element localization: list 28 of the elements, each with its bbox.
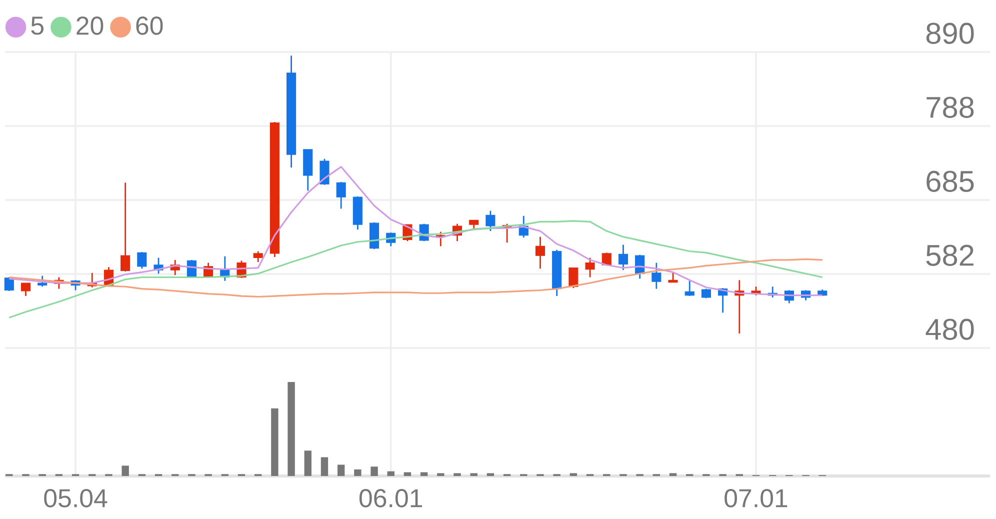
y-tick-label: 788 <box>926 96 974 118</box>
bar <box>320 457 328 476</box>
legend-label: 60 <box>136 16 163 35</box>
bar <box>288 382 295 476</box>
bar <box>304 450 312 476</box>
y-tick-label: 890 <box>926 22 974 44</box>
legend-label: 20 <box>76 16 104 35</box>
bar <box>470 473 478 476</box>
y-tick-label: 582 <box>926 244 974 266</box>
bar <box>454 473 461 476</box>
bar <box>271 408 278 476</box>
bar <box>354 469 362 476</box>
bar <box>122 466 129 476</box>
bar <box>437 473 444 476</box>
legend-label: 5 <box>31 16 44 35</box>
x-tick-label: 05.04 <box>44 489 108 508</box>
bar <box>370 466 378 476</box>
y-tick-label: 685 <box>926 170 974 192</box>
bar <box>669 473 677 476</box>
bar <box>570 473 578 476</box>
bar <box>387 471 394 476</box>
x-tick-label: 07.01 <box>724 489 788 508</box>
bar <box>486 473 494 476</box>
x-tick-label: 06.01 <box>359 489 422 508</box>
bar <box>420 472 428 476</box>
bar <box>404 472 412 476</box>
y-tick-label: 480 <box>926 318 974 340</box>
bar <box>337 464 345 476</box>
